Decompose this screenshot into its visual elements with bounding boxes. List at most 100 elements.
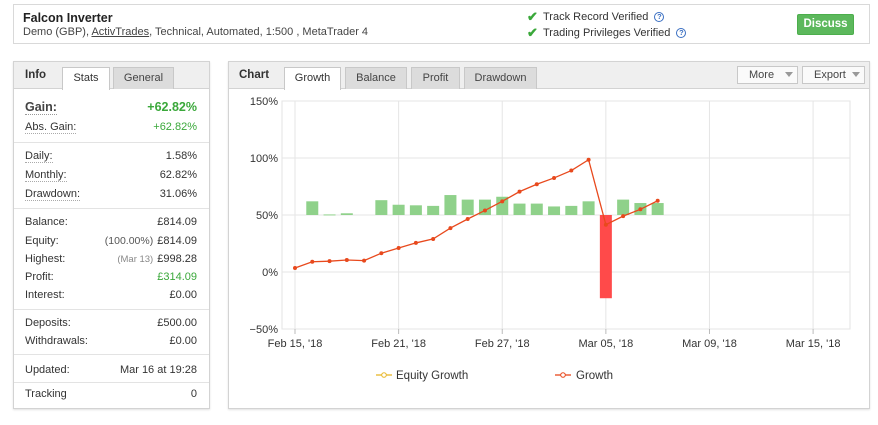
withdrawals-value: £0.00 xyxy=(169,335,197,347)
daily-bar xyxy=(306,201,319,215)
legend-growth-label: Growth xyxy=(576,370,613,382)
legend-growth-marker xyxy=(560,372,566,378)
subtitle-details: , Technical, Automated, 1:500 , MetaTrad… xyxy=(149,26,369,38)
growth-point xyxy=(500,199,505,204)
chevron-down-icon xyxy=(785,72,793,77)
highest-label: Highest: xyxy=(25,253,66,265)
y-tick-label: 100% xyxy=(250,153,278,165)
divider xyxy=(14,382,209,383)
discuss-button[interactable]: Discuss xyxy=(797,14,854,35)
updated-value: Mar 16 at 19:28 xyxy=(119,364,197,376)
chart-title: Chart xyxy=(239,69,270,81)
tab-growth[interactable]: Growth xyxy=(284,67,341,90)
daily-bar xyxy=(461,199,474,215)
daily-bar xyxy=(599,215,612,299)
tab-drawdown[interactable]: Drawdown xyxy=(464,67,537,89)
x-tick-label: Feb 21, '18 xyxy=(371,338,426,350)
export-dropdown[interactable]: Export xyxy=(802,66,865,84)
divider xyxy=(14,354,209,355)
growth-point xyxy=(448,226,453,231)
help-icon[interactable]: ? xyxy=(676,28,687,38)
help-icon[interactable]: ? xyxy=(654,12,665,22)
growth-point xyxy=(465,216,470,221)
chart-tabbar: Chart Growth Balance Profit Drawdown Mor… xyxy=(229,62,869,90)
monthly-value: 62.82% xyxy=(159,169,197,181)
deposits-value: £500.00 xyxy=(157,317,197,329)
balance-value: £814.09 xyxy=(157,216,197,228)
tab-stats[interactable]: Stats xyxy=(62,67,110,90)
info-panel: Info Stats General Gain: +62.82% Abs. Ga… xyxy=(13,61,210,409)
daily-bar xyxy=(340,213,353,215)
highest-date: (Mar 13) xyxy=(117,254,154,265)
deposits-label: Deposits: xyxy=(25,317,71,329)
daily-bar xyxy=(513,203,526,215)
withdrawals-label: Withdrawals: xyxy=(25,335,88,347)
growth-point xyxy=(362,258,367,263)
daily-bar xyxy=(617,199,630,215)
x-tick-label: Feb 15, '18 xyxy=(268,338,323,350)
broker-link[interactable]: ActivTrades xyxy=(91,26,150,38)
growth-point xyxy=(569,168,574,173)
y-tick-label: 0% xyxy=(262,267,278,279)
legend-equity-marker xyxy=(381,372,387,378)
y-tick-label: 50% xyxy=(256,210,278,222)
y-tick-label: 150% xyxy=(250,96,278,108)
track-record-verified: ✔ Track Record Verified ? xyxy=(527,9,665,25)
daily-bar xyxy=(496,196,509,215)
tab-general[interactable]: General xyxy=(113,67,174,89)
info-title: Info xyxy=(25,69,47,81)
subtitle-account: Demo (GBP), xyxy=(23,26,92,38)
tracking-value: 0 xyxy=(190,388,197,400)
gain-label: Gain: xyxy=(25,100,57,115)
daily-bar xyxy=(444,195,457,215)
profit-label: Profit: xyxy=(25,271,54,283)
tab-balance[interactable]: Balance xyxy=(345,67,407,89)
daily-bar xyxy=(530,203,543,215)
growth-point xyxy=(293,266,297,271)
trading-privileges-verified: ✔ Trading Privileges Verified ? xyxy=(527,25,687,41)
divider xyxy=(14,142,209,143)
gain-value: +62.82% xyxy=(147,100,197,114)
monthly-label: Monthly: xyxy=(25,169,67,182)
daily-bar xyxy=(548,206,561,215)
daily-bar xyxy=(375,200,388,215)
drawdown-value: 31.06% xyxy=(159,188,197,200)
daily-bar xyxy=(651,203,664,215)
growth-chart: 150% 100% 50% 0% −50% Feb 15, '18 Feb 21, '18 F… xyxy=(250,96,851,382)
tab-profit[interactable]: Profit xyxy=(411,67,460,89)
x-tick-label: Mar 05, '18 xyxy=(579,338,634,350)
trading-privileges-label: Trading Privileges Verified xyxy=(543,27,671,39)
check-icon: ✔ xyxy=(527,25,538,40)
divider xyxy=(14,208,209,209)
daily-bar xyxy=(565,205,578,215)
x-tick-label: Mar 15, '18 xyxy=(786,338,841,350)
growth-point xyxy=(327,259,332,264)
export-label: Export xyxy=(814,69,846,81)
growth-point xyxy=(379,251,384,256)
drawdown-label: Drawdown: xyxy=(25,188,81,201)
updated-label: Updated: xyxy=(25,364,70,376)
growth-point xyxy=(396,246,401,251)
growth-point xyxy=(413,240,418,245)
growth-point xyxy=(534,182,539,187)
equity-value-group: (100.00%) £814.09 xyxy=(105,235,197,247)
more-dropdown[interactable]: More xyxy=(737,66,798,84)
check-icon: ✔ xyxy=(527,9,538,24)
growth-point xyxy=(586,157,591,162)
x-tick-label: Feb 27, '18 xyxy=(475,338,530,350)
more-label: More xyxy=(749,69,775,81)
info-tabbar: Info Stats General xyxy=(14,62,209,90)
daily-value: 1.58% xyxy=(165,150,197,162)
balance-label: Balance: xyxy=(25,216,68,228)
highest-value: £998.28 xyxy=(157,253,197,265)
interest-label: Interest: xyxy=(25,289,65,301)
profit-value: £314.09 xyxy=(157,271,197,283)
growth-point xyxy=(655,198,660,203)
daily-bar xyxy=(409,205,422,215)
interest-value: £0.00 xyxy=(169,289,197,301)
chevron-down-icon xyxy=(852,72,860,77)
system-title: Falcon Inverter xyxy=(23,11,113,25)
growth-point xyxy=(603,222,608,227)
abs-gain-value: +62.82% xyxy=(153,121,197,133)
growth-point xyxy=(344,258,349,263)
